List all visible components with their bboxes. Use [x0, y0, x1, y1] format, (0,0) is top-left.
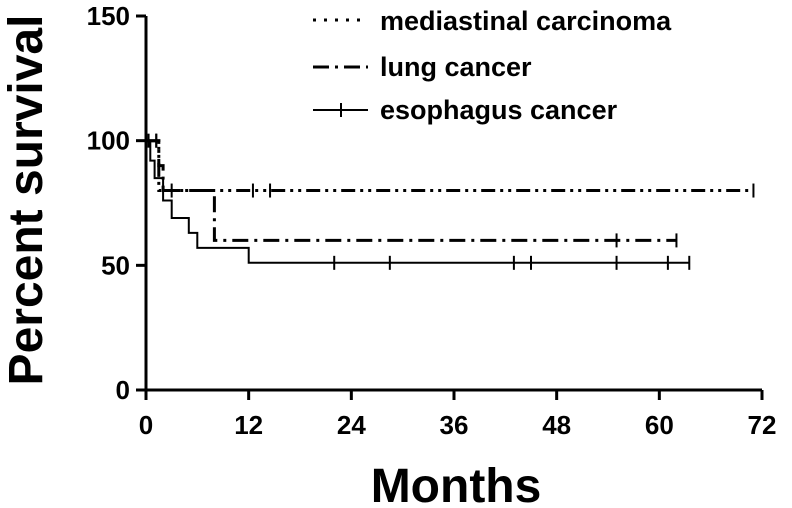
legend-label-esophagus-cancer: esophagus cancer	[380, 95, 618, 125]
series-mediastinal-carcinoma	[146, 133, 755, 198]
series-esophagus-cancer	[146, 133, 691, 270]
y-tick-label: 150	[87, 1, 130, 31]
y-tick-label: 0	[116, 375, 130, 405]
x-tick-label: 12	[234, 410, 263, 440]
x-tick-label: 60	[645, 410, 674, 440]
legend-label-lung-cancer: lung cancer	[380, 52, 532, 82]
y-tick-label: 100	[87, 126, 130, 156]
x-tick-label: 36	[440, 410, 469, 440]
series-line-esophagus-cancer	[146, 139, 690, 264]
x-tick-label: 48	[542, 410, 571, 440]
x-ticks: 0 12 24 36 48 60 72	[139, 390, 777, 440]
x-tick-label: 24	[337, 410, 366, 440]
series-layer	[146, 133, 755, 270]
y-axis-title: Percent survival	[0, 15, 53, 386]
y-ticks: 0 50 100 150	[87, 1, 146, 405]
legend: mediastinal carcinoma lung cancer esopha…	[313, 6, 672, 125]
x-tick-label: 72	[748, 410, 777, 440]
x-axis-title: Months	[371, 460, 542, 508]
x-tick-label: 0	[139, 410, 153, 440]
y-tick-label: 50	[101, 250, 130, 280]
legend-label-mediastinal-carcinoma: mediastinal carcinoma	[380, 6, 672, 36]
series-line-mediastinal-carcinoma	[146, 139, 754, 192]
